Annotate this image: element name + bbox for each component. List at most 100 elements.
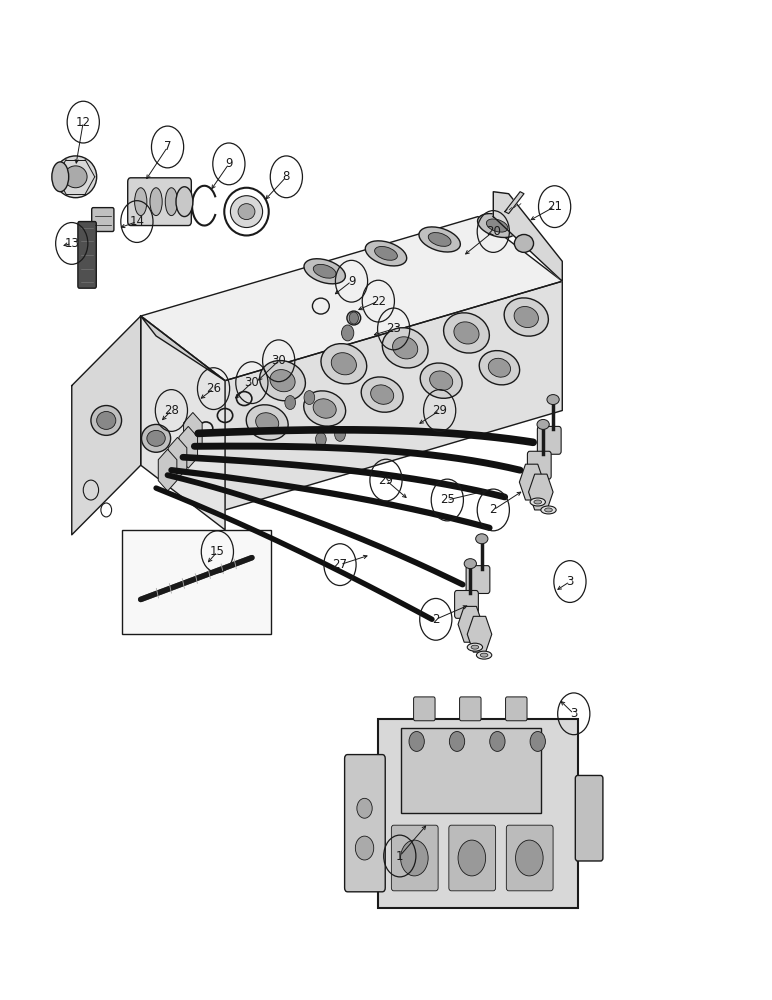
Ellipse shape bbox=[96, 411, 116, 429]
Text: 29: 29 bbox=[432, 404, 447, 417]
Text: 1: 1 bbox=[396, 850, 404, 863]
Text: 30: 30 bbox=[271, 354, 286, 367]
Circle shape bbox=[334, 427, 345, 441]
FancyBboxPatch shape bbox=[127, 178, 191, 226]
Ellipse shape bbox=[530, 498, 546, 506]
Ellipse shape bbox=[52, 162, 69, 192]
Text: 2: 2 bbox=[489, 503, 497, 516]
FancyBboxPatch shape bbox=[537, 426, 561, 454]
Ellipse shape bbox=[331, 353, 357, 375]
Ellipse shape bbox=[147, 430, 165, 446]
FancyBboxPatch shape bbox=[121, 530, 271, 634]
Ellipse shape bbox=[454, 322, 479, 344]
Ellipse shape bbox=[150, 188, 162, 216]
Text: 27: 27 bbox=[333, 558, 347, 571]
FancyBboxPatch shape bbox=[414, 697, 435, 721]
Circle shape bbox=[516, 840, 543, 876]
Text: 9: 9 bbox=[225, 157, 232, 170]
Circle shape bbox=[355, 836, 374, 860]
Ellipse shape bbox=[365, 241, 407, 266]
Circle shape bbox=[285, 396, 296, 410]
Circle shape bbox=[341, 325, 354, 341]
Ellipse shape bbox=[270, 370, 295, 392]
Ellipse shape bbox=[176, 187, 193, 217]
Ellipse shape bbox=[534, 500, 542, 504]
Text: 25: 25 bbox=[440, 493, 455, 506]
Text: 12: 12 bbox=[76, 116, 91, 129]
Ellipse shape bbox=[476, 534, 488, 544]
Ellipse shape bbox=[419, 227, 460, 252]
Ellipse shape bbox=[428, 233, 451, 246]
Text: 26: 26 bbox=[206, 382, 221, 395]
Ellipse shape bbox=[479, 351, 520, 385]
Ellipse shape bbox=[304, 259, 345, 284]
Polygon shape bbox=[179, 426, 198, 468]
Circle shape bbox=[449, 732, 465, 751]
Polygon shape bbox=[72, 316, 141, 535]
Ellipse shape bbox=[361, 377, 403, 412]
Ellipse shape bbox=[374, 246, 398, 260]
Ellipse shape bbox=[545, 508, 552, 512]
Circle shape bbox=[409, 732, 425, 751]
Ellipse shape bbox=[91, 406, 121, 435]
Text: 3: 3 bbox=[566, 575, 574, 588]
Ellipse shape bbox=[514, 234, 533, 252]
Ellipse shape bbox=[420, 363, 462, 398]
Polygon shape bbox=[158, 449, 177, 491]
Ellipse shape bbox=[504, 298, 548, 336]
Polygon shape bbox=[168, 437, 187, 479]
Text: 20: 20 bbox=[486, 225, 501, 238]
FancyBboxPatch shape bbox=[527, 451, 551, 479]
Ellipse shape bbox=[514, 306, 538, 328]
Polygon shape bbox=[141, 316, 225, 530]
Ellipse shape bbox=[480, 653, 488, 657]
Ellipse shape bbox=[55, 156, 96, 198]
Circle shape bbox=[530, 732, 546, 751]
Ellipse shape bbox=[430, 371, 452, 390]
FancyBboxPatch shape bbox=[378, 719, 577, 908]
Ellipse shape bbox=[303, 391, 346, 426]
Ellipse shape bbox=[478, 214, 516, 238]
Ellipse shape bbox=[321, 344, 367, 384]
Ellipse shape bbox=[467, 643, 482, 651]
Polygon shape bbox=[225, 281, 562, 510]
Circle shape bbox=[349, 312, 358, 324]
Text: 14: 14 bbox=[130, 215, 144, 228]
Ellipse shape bbox=[486, 219, 508, 232]
Ellipse shape bbox=[347, 311, 361, 325]
Ellipse shape bbox=[489, 358, 510, 377]
Polygon shape bbox=[467, 616, 492, 652]
Ellipse shape bbox=[134, 188, 147, 216]
Ellipse shape bbox=[537, 419, 549, 429]
Ellipse shape bbox=[256, 413, 279, 432]
FancyBboxPatch shape bbox=[506, 825, 553, 891]
Text: 22: 22 bbox=[371, 295, 386, 308]
Circle shape bbox=[489, 732, 505, 751]
Circle shape bbox=[357, 798, 372, 818]
Ellipse shape bbox=[313, 264, 336, 278]
FancyBboxPatch shape bbox=[78, 222, 96, 288]
Polygon shape bbox=[520, 464, 544, 500]
FancyBboxPatch shape bbox=[466, 566, 490, 593]
Circle shape bbox=[401, 840, 428, 876]
Ellipse shape bbox=[141, 424, 171, 452]
Ellipse shape bbox=[382, 328, 428, 368]
Ellipse shape bbox=[471, 645, 479, 649]
Polygon shape bbox=[493, 192, 562, 281]
Text: 29: 29 bbox=[378, 474, 394, 487]
Polygon shape bbox=[141, 316, 225, 381]
FancyBboxPatch shape bbox=[575, 775, 603, 861]
Text: 9: 9 bbox=[347, 275, 355, 288]
Ellipse shape bbox=[230, 196, 262, 228]
FancyBboxPatch shape bbox=[506, 697, 527, 721]
FancyBboxPatch shape bbox=[344, 755, 385, 892]
Ellipse shape bbox=[64, 166, 87, 188]
Circle shape bbox=[316, 432, 327, 446]
Ellipse shape bbox=[313, 399, 337, 418]
Text: 8: 8 bbox=[283, 170, 290, 183]
Text: 7: 7 bbox=[164, 140, 171, 153]
Polygon shape bbox=[141, 316, 225, 510]
Text: 15: 15 bbox=[210, 545, 225, 558]
FancyBboxPatch shape bbox=[391, 825, 438, 891]
FancyBboxPatch shape bbox=[455, 590, 479, 618]
